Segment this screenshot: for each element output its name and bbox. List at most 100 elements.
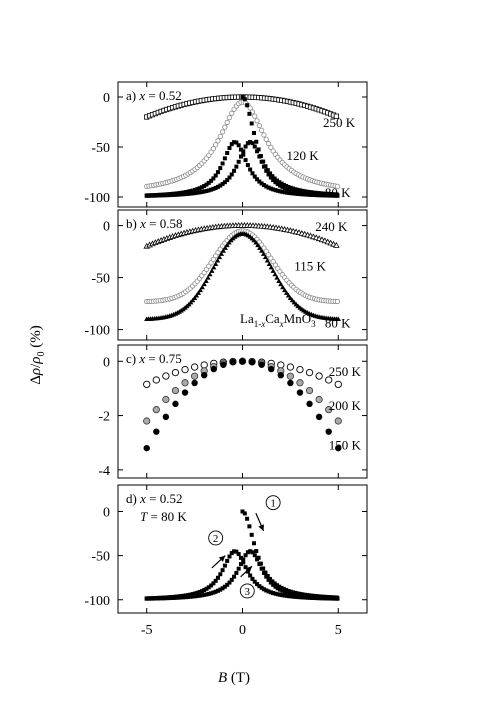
series-200-k bbox=[143, 357, 342, 425]
data-point bbox=[211, 590, 216, 595]
data-point bbox=[277, 180, 282, 185]
data-point bbox=[220, 161, 225, 166]
data-point bbox=[272, 176, 277, 181]
data-point bbox=[209, 268, 215, 273]
data-point bbox=[236, 552, 241, 557]
data-point bbox=[307, 595, 312, 600]
data-point bbox=[225, 558, 230, 563]
data-point bbox=[255, 557, 260, 562]
data-point bbox=[204, 592, 209, 597]
data-point bbox=[167, 192, 172, 197]
data-point bbox=[243, 144, 248, 149]
data-point bbox=[310, 595, 315, 600]
data-point bbox=[213, 261, 219, 266]
data-point bbox=[218, 572, 223, 577]
data-point bbox=[191, 379, 198, 387]
x-axis-label: B (T) bbox=[218, 670, 250, 686]
y-tick-label: -100 bbox=[84, 191, 110, 206]
data-point bbox=[239, 358, 246, 365]
data-point bbox=[209, 591, 214, 596]
data-point bbox=[151, 193, 156, 198]
data-point bbox=[277, 361, 285, 369]
data-point bbox=[268, 580, 273, 585]
data-point bbox=[282, 589, 287, 594]
data-point bbox=[282, 593, 287, 598]
data-point bbox=[149, 193, 154, 198]
series-label: 150 K bbox=[329, 438, 362, 453]
data-point bbox=[252, 553, 257, 558]
data-point bbox=[284, 593, 289, 598]
data-point bbox=[334, 380, 342, 389]
data-point bbox=[291, 592, 296, 597]
data-point bbox=[197, 287, 203, 293]
data-point bbox=[188, 191, 193, 196]
data-point bbox=[227, 146, 232, 151]
data-point bbox=[208, 149, 214, 155]
data-point bbox=[280, 189, 285, 194]
data-point bbox=[215, 588, 220, 593]
data-point bbox=[170, 191, 175, 196]
data-point bbox=[213, 589, 218, 594]
data-point bbox=[224, 242, 230, 248]
y-tick-label: -50 bbox=[91, 272, 110, 287]
data-point bbox=[326, 596, 331, 601]
data-point bbox=[281, 182, 286, 187]
annotation-1: 1 bbox=[255, 495, 281, 532]
data-point bbox=[270, 174, 275, 179]
data-point bbox=[241, 560, 246, 565]
data-point bbox=[320, 191, 325, 196]
data-point bbox=[304, 189, 309, 194]
data-point bbox=[160, 192, 165, 197]
data-point bbox=[215, 138, 221, 144]
data-point bbox=[294, 191, 299, 196]
data-point bbox=[287, 190, 292, 195]
data-point bbox=[247, 111, 252, 116]
data-point bbox=[266, 589, 271, 594]
data-point bbox=[195, 187, 200, 192]
data-point bbox=[259, 585, 264, 590]
data-point bbox=[287, 591, 292, 596]
data-point bbox=[222, 563, 227, 568]
data-point bbox=[210, 365, 217, 373]
data-point bbox=[190, 363, 199, 371]
data-point bbox=[255, 582, 260, 587]
data-point bbox=[171, 386, 180, 395]
data-point bbox=[213, 173, 218, 178]
data-point bbox=[183, 190, 188, 195]
data-point bbox=[288, 185, 293, 190]
data-point bbox=[232, 140, 237, 145]
data-point bbox=[275, 586, 280, 591]
data-point bbox=[278, 587, 283, 592]
data-point bbox=[280, 588, 285, 593]
data-point bbox=[222, 124, 228, 130]
x-tick-label: -5 bbox=[141, 623, 153, 638]
data-point bbox=[243, 565, 248, 570]
data-point bbox=[268, 365, 275, 373]
y-tick-label: -50 bbox=[91, 141, 110, 156]
data-point bbox=[156, 595, 161, 600]
data-point bbox=[277, 371, 285, 379]
data-point bbox=[234, 570, 239, 575]
data-point bbox=[274, 275, 280, 280]
data-point bbox=[143, 444, 150, 452]
data-point bbox=[215, 257, 221, 263]
data-point bbox=[259, 248, 265, 253]
y-tick-label: 0 bbox=[103, 91, 110, 106]
arrow-head bbox=[245, 566, 253, 573]
data-point bbox=[195, 190, 200, 195]
data-point bbox=[280, 593, 285, 598]
data-point bbox=[305, 192, 310, 197]
data-point bbox=[202, 588, 207, 593]
data-point bbox=[315, 395, 323, 404]
data-point bbox=[143, 417, 151, 425]
data-point bbox=[271, 582, 276, 587]
data-point bbox=[218, 251, 225, 256]
data-point bbox=[171, 368, 180, 377]
series-3 bbox=[144, 549, 340, 601]
data-point bbox=[314, 193, 319, 198]
data-point bbox=[200, 361, 208, 369]
data-point bbox=[261, 159, 266, 164]
series-label: 200 K bbox=[329, 398, 362, 413]
data-point bbox=[248, 573, 253, 578]
data-point bbox=[273, 188, 278, 193]
